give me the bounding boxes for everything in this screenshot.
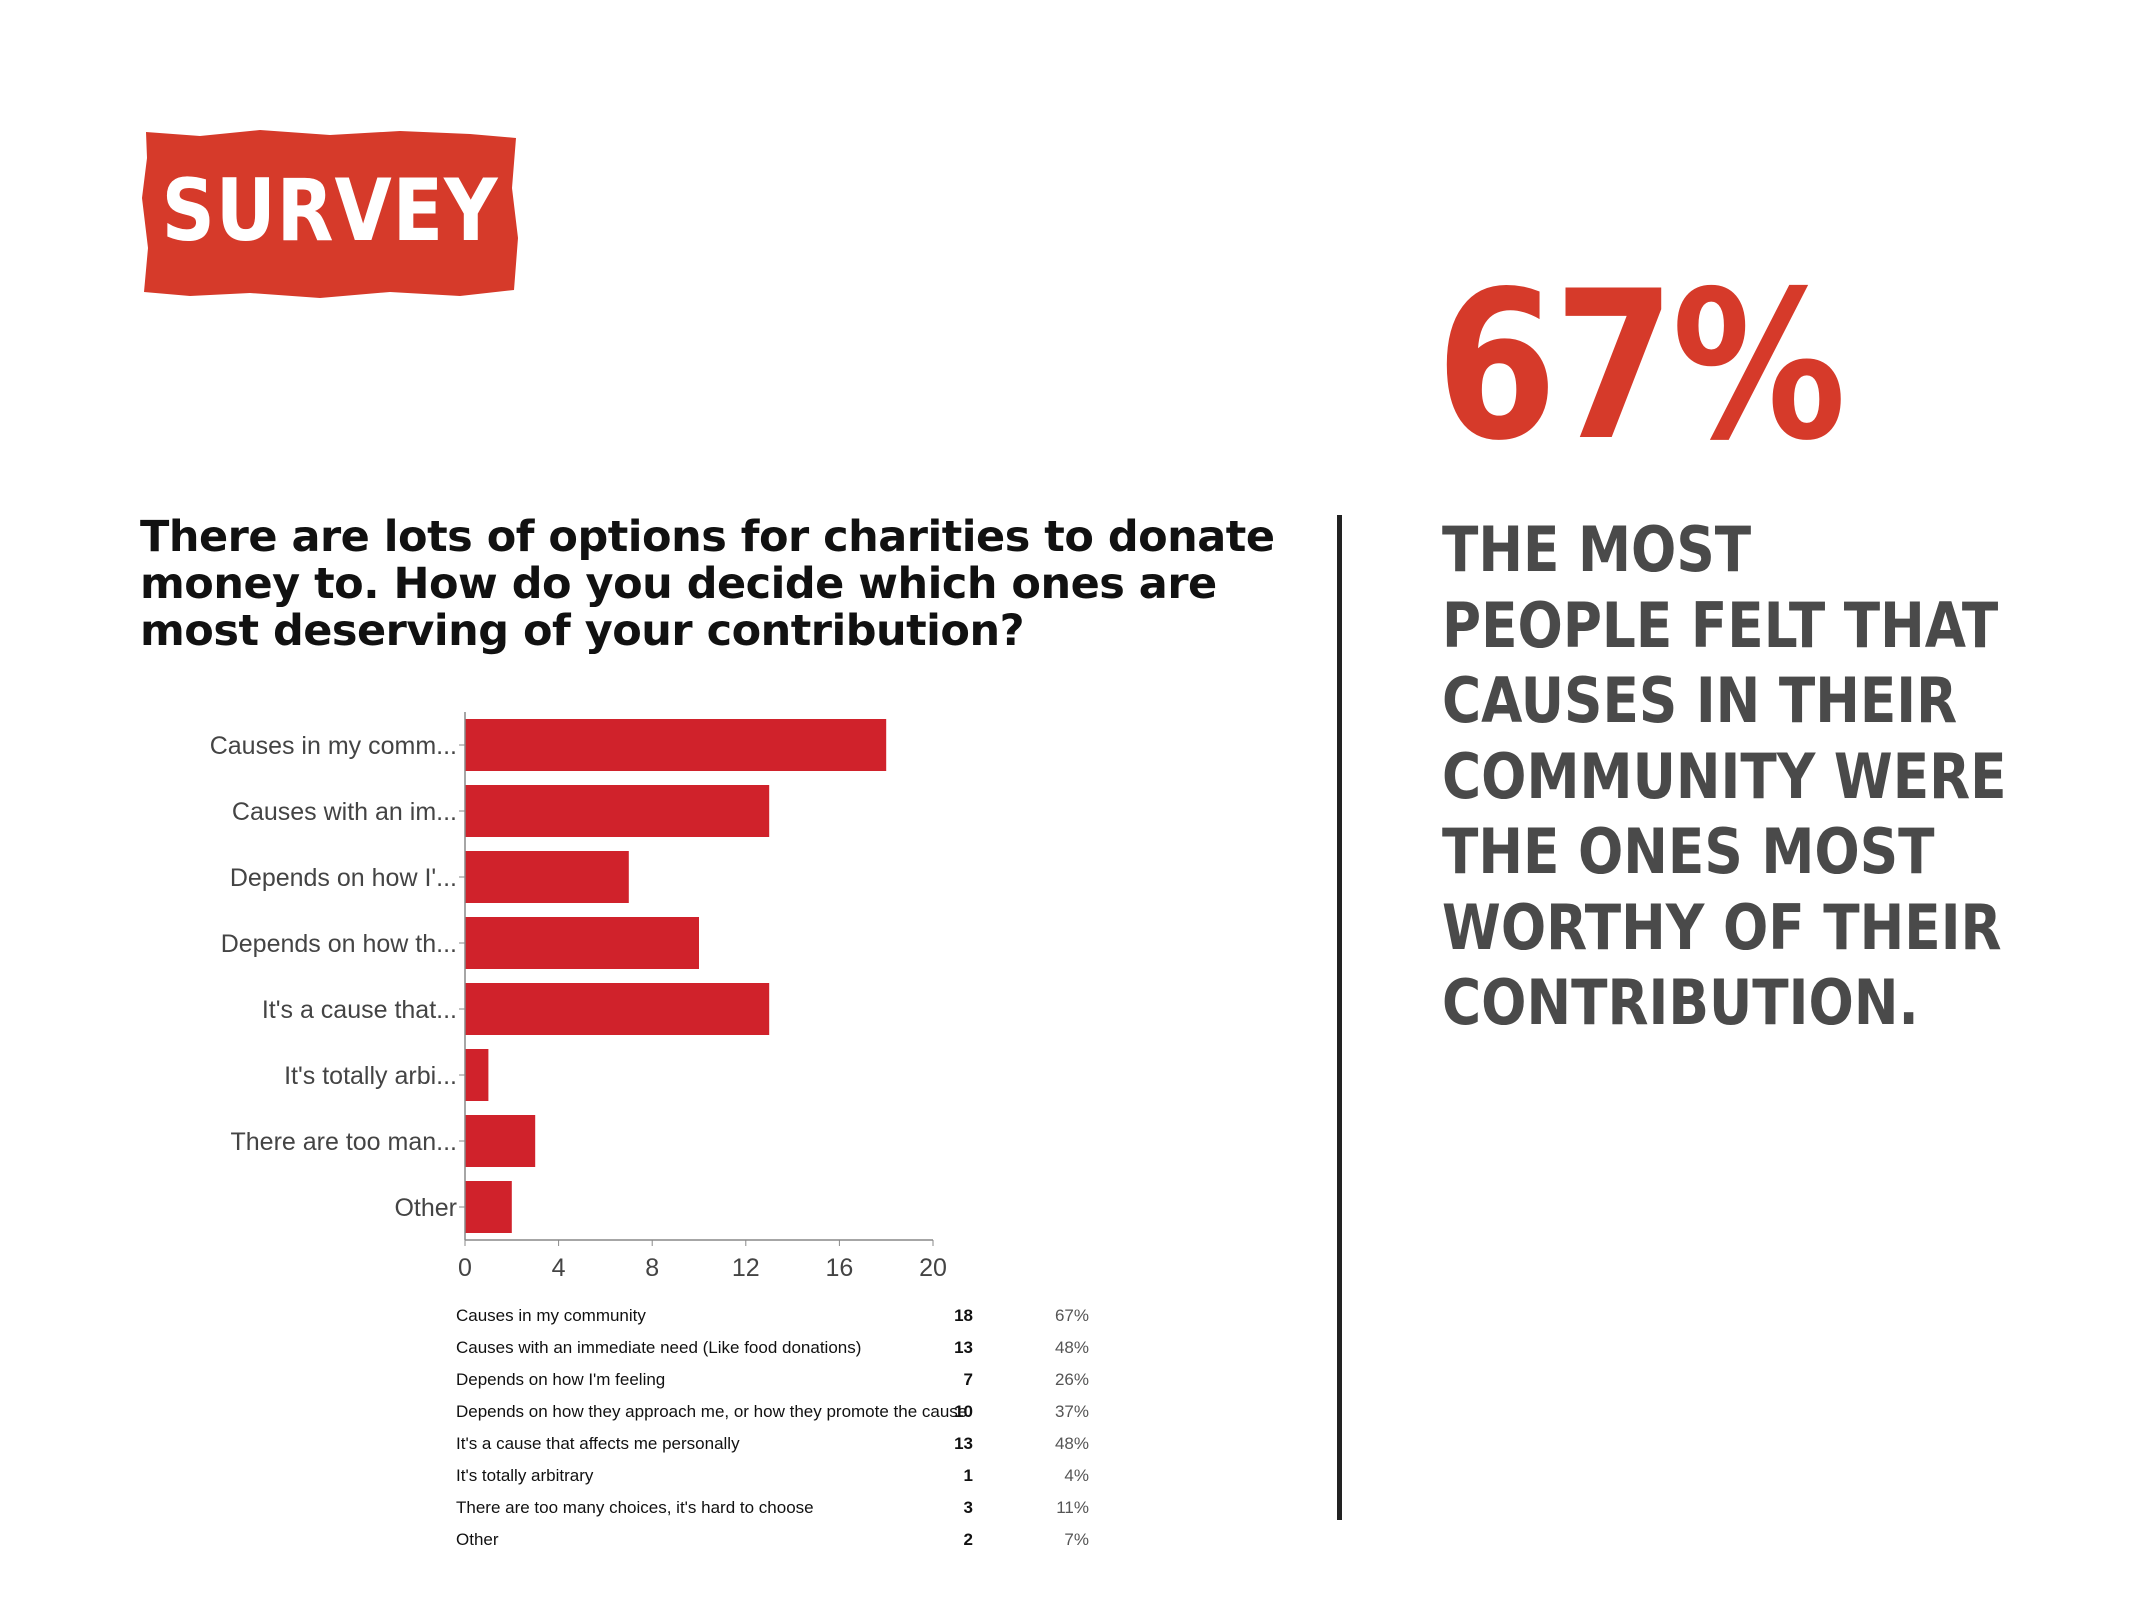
y-tick-label: It's a cause that...: [262, 996, 457, 1024]
table-count: 13: [954, 1434, 973, 1453]
table-row: Causes with an immediate need (Like food…: [456, 1334, 1096, 1366]
bar: [465, 1181, 512, 1233]
bar: [465, 983, 770, 1035]
badge-background: [142, 130, 518, 298]
highlight-text: THE MOST PEOPLE FELT THAT CAUSES IN THEI…: [1442, 513, 2007, 1039]
divider: [1337, 515, 1342, 1520]
table-row: It's totally arbitrary 1 4%: [456, 1462, 1096, 1494]
table-count: 18: [954, 1306, 973, 1325]
table-label: There are too many choices, it's hard to…: [456, 1498, 814, 1517]
survey-badge: SURVEY: [140, 128, 520, 300]
table-count: 3: [963, 1498, 973, 1517]
table-count: 13: [954, 1338, 973, 1357]
highlight-value: 67%: [1436, 248, 1846, 486]
table-row: Other 2 7%: [456, 1526, 1096, 1558]
bar: [465, 851, 629, 903]
table-percent: 26%: [1054, 1370, 1089, 1389]
table-row: Depends on how I'm feeling 7 26%: [456, 1366, 1096, 1398]
x-tick-label: 4: [552, 1254, 566, 1282]
table-label: Depends on how they approach me, or how …: [456, 1402, 968, 1421]
x-tick-label: 0: [458, 1254, 472, 1282]
table-label: Causes with an immediate need (Like food…: [456, 1338, 862, 1357]
table-label: Causes in my community: [456, 1306, 646, 1325]
y-tick-label: Causes in my comm...: [210, 732, 457, 760]
x-tick-label: 12: [732, 1254, 760, 1282]
table-percent: 67%: [1054, 1306, 1089, 1325]
survey-label: SURVEY: [161, 161, 499, 261]
bar: [465, 1049, 489, 1101]
x-tick-label: 8: [645, 1254, 659, 1282]
table-label: It's totally arbitrary: [456, 1466, 594, 1485]
x-tick-label: 16: [825, 1254, 853, 1282]
table-percent: 7%: [1064, 1530, 1089, 1549]
table-count: 1: [963, 1466, 973, 1485]
bar: [465, 1115, 536, 1167]
survey-question: There are lots of options for charities …: [140, 512, 1275, 656]
y-tick-label: Depends on how th...: [221, 930, 457, 958]
table-count: 7: [963, 1370, 973, 1389]
table-percent: 48%: [1054, 1338, 1089, 1357]
table-row: It's a cause that affects me personally 1…: [456, 1430, 1096, 1462]
table-percent: 37%: [1054, 1402, 1089, 1421]
table-row: There are too many choices, it's hard to…: [456, 1494, 1096, 1526]
results-table: Causes in my community 18 67% Causes with a…: [456, 1302, 1096, 1558]
table-label: Other: [456, 1530, 499, 1549]
bar: [465, 785, 770, 837]
table-percent: 4%: [1064, 1466, 1089, 1485]
y-tick-label: Causes with an im...: [232, 798, 457, 826]
table-count: 10: [954, 1402, 973, 1421]
bar: [465, 917, 699, 969]
table-count: 2: [963, 1530, 973, 1549]
bar: [465, 719, 887, 771]
x-tick-label: 20: [919, 1254, 947, 1282]
table-label: It's a cause that affects me personally: [456, 1434, 740, 1453]
table-row: Causes in my community 18 67%: [456, 1302, 1096, 1334]
y-tick-label: Depends on how I'...: [230, 864, 457, 892]
y-tick-label: It's totally arbi...: [284, 1062, 457, 1090]
table-label: Depends on how I'm feeling: [456, 1370, 666, 1389]
table-percent: 48%: [1054, 1434, 1089, 1453]
table-row: Depends on how they approach me, or how …: [456, 1398, 1096, 1430]
table-percent: 11%: [1056, 1498, 1089, 1517]
y-tick-label: There are too man...: [230, 1128, 457, 1156]
y-tick-label: Other: [394, 1194, 457, 1222]
